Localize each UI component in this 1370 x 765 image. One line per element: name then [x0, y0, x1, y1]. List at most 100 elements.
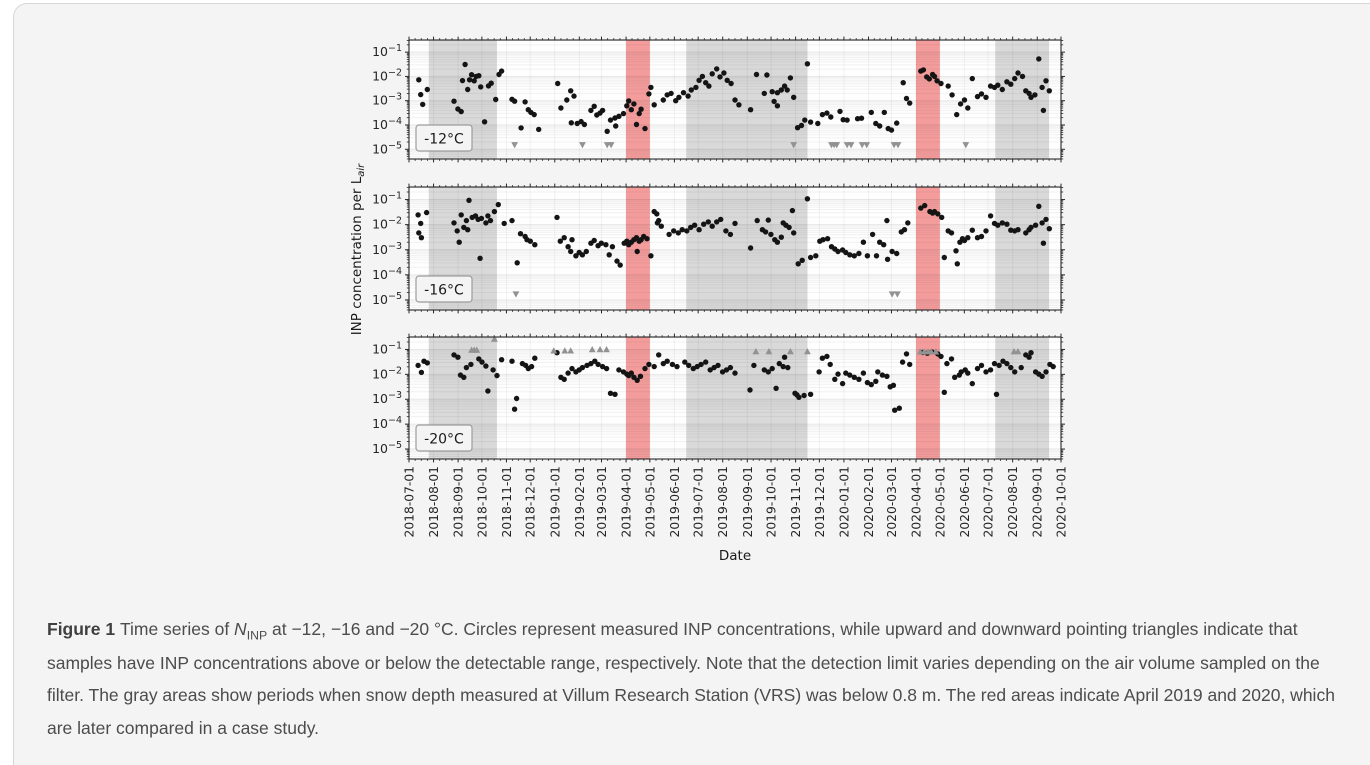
- snow-depth-band: [686, 40, 808, 159]
- data-point: [869, 231, 876, 238]
- data-point: [707, 367, 713, 373]
- data-point: [961, 97, 968, 103]
- data-point: [795, 261, 801, 267]
- data-point: [965, 370, 971, 376]
- data-point: [723, 367, 730, 373]
- data-point: [762, 229, 769, 235]
- above-detection-triangle-icon: [752, 348, 760, 355]
- data-point: [728, 80, 734, 87]
- data-point: [646, 361, 652, 368]
- above-detection-triangle-icon: [567, 347, 575, 354]
- data-point: [995, 82, 1001, 88]
- above-detection-triangle-icon: [803, 348, 811, 355]
- data-point: [747, 245, 754, 251]
- data-point: [1008, 364, 1014, 371]
- data-point: [983, 228, 989, 234]
- data-point: [761, 367, 767, 373]
- data-point: [1032, 222, 1039, 228]
- panel--20°C: 10−1 10−2 10−3 10−4 10−5 -20°C: [372, 333, 1065, 463]
- data-point: [558, 105, 564, 111]
- data-point: [802, 117, 808, 123]
- data-point: [416, 230, 422, 236]
- data-point: [455, 354, 461, 360]
- data-point: [675, 230, 681, 236]
- data-point: [536, 126, 542, 133]
- data-point: [458, 212, 464, 218]
- data-point: [644, 236, 650, 242]
- data-point: [465, 227, 471, 233]
- data-point: [565, 244, 571, 250]
- data-point: [465, 86, 471, 93]
- above-detection-triangle-icon: [596, 346, 604, 353]
- data-point: [568, 120, 574, 126]
- data-point: [776, 360, 782, 367]
- data-point: [761, 90, 767, 97]
- data-point: [528, 363, 535, 370]
- data-point: [691, 222, 698, 228]
- y-tick-label: 10−4: [372, 415, 402, 431]
- data-point: [1046, 88, 1053, 94]
- data-point: [954, 111, 960, 118]
- y-tick-label: 10−3: [372, 390, 402, 406]
- data-point: [827, 361, 833, 368]
- data-point: [451, 98, 457, 104]
- panel-axes: 10−1 10−2 10−3 10−4 10−5: [372, 36, 1065, 163]
- data-point: [978, 233, 985, 240]
- data-point: [554, 214, 560, 221]
- data-point: [847, 372, 853, 378]
- data-point: [479, 359, 485, 365]
- gridlines: [408, 187, 1062, 311]
- data-point: [773, 385, 779, 391]
- data-point: [461, 224, 467, 231]
- x-tick-label: 2020-08-01: [1006, 466, 1020, 537]
- data-point: [969, 227, 975, 233]
- data-point: [952, 374, 958, 380]
- data-point: [509, 217, 515, 224]
- data-point: [1026, 354, 1032, 360]
- data-point: [807, 391, 814, 397]
- data-point: [993, 391, 1000, 397]
- data-point: [628, 370, 634, 376]
- data-point: [1000, 358, 1006, 364]
- data-point: [969, 380, 975, 387]
- x-tick-label: 2019-04-01: [620, 466, 634, 537]
- data-point: [949, 92, 955, 98]
- data-point: [839, 380, 846, 387]
- below-detection-triangle-icon: [790, 142, 798, 149]
- data-point: [607, 390, 614, 396]
- data-point: [511, 98, 518, 104]
- data-point: [493, 96, 499, 103]
- x-tick-label: 2019-03-01: [595, 466, 609, 537]
- data-point: [468, 72, 475, 78]
- data-point: [875, 369, 881, 375]
- below-detection-triangle-icon: [511, 142, 519, 149]
- data-point: [935, 211, 941, 217]
- data-point: [634, 248, 640, 255]
- data-point: [747, 387, 753, 393]
- data-point: [485, 213, 491, 219]
- data-point: [498, 68, 505, 74]
- x-tick-label: 2019-02-01: [573, 466, 587, 537]
- x-tick-label: 2019-06-01: [668, 466, 682, 537]
- data-point: [884, 217, 890, 224]
- data-point: [781, 354, 788, 360]
- data-point: [804, 61, 811, 67]
- below-detection-triangle-icon: [962, 142, 970, 149]
- y-tick-label: 10−1: [372, 43, 402, 59]
- below-detection-triangle-icon: [512, 291, 520, 298]
- data-point: [889, 248, 895, 255]
- data-point: [847, 252, 853, 258]
- data-point: [514, 260, 520, 266]
- data-point: [877, 239, 883, 245]
- data-point: [664, 358, 670, 364]
- snow-depth-band: [686, 187, 808, 310]
- data-point: [709, 71, 715, 77]
- data-point: [860, 370, 867, 376]
- data-point: [873, 378, 879, 384]
- data-point: [791, 94, 797, 101]
- figure-canvas: 10−110−210−310−410−5 -12°C10−110−210−310−…: [349, 36, 1069, 564]
- data-point: [606, 252, 612, 258]
- data-point: [522, 99, 528, 105]
- below-detection-triangle-icon: [893, 291, 901, 298]
- y-tick-label: 10−4: [372, 116, 402, 132]
